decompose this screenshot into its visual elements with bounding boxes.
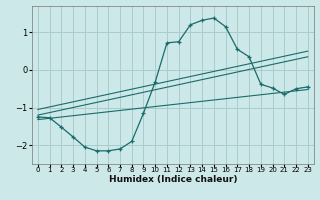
X-axis label: Humidex (Indice chaleur): Humidex (Indice chaleur) — [108, 175, 237, 184]
